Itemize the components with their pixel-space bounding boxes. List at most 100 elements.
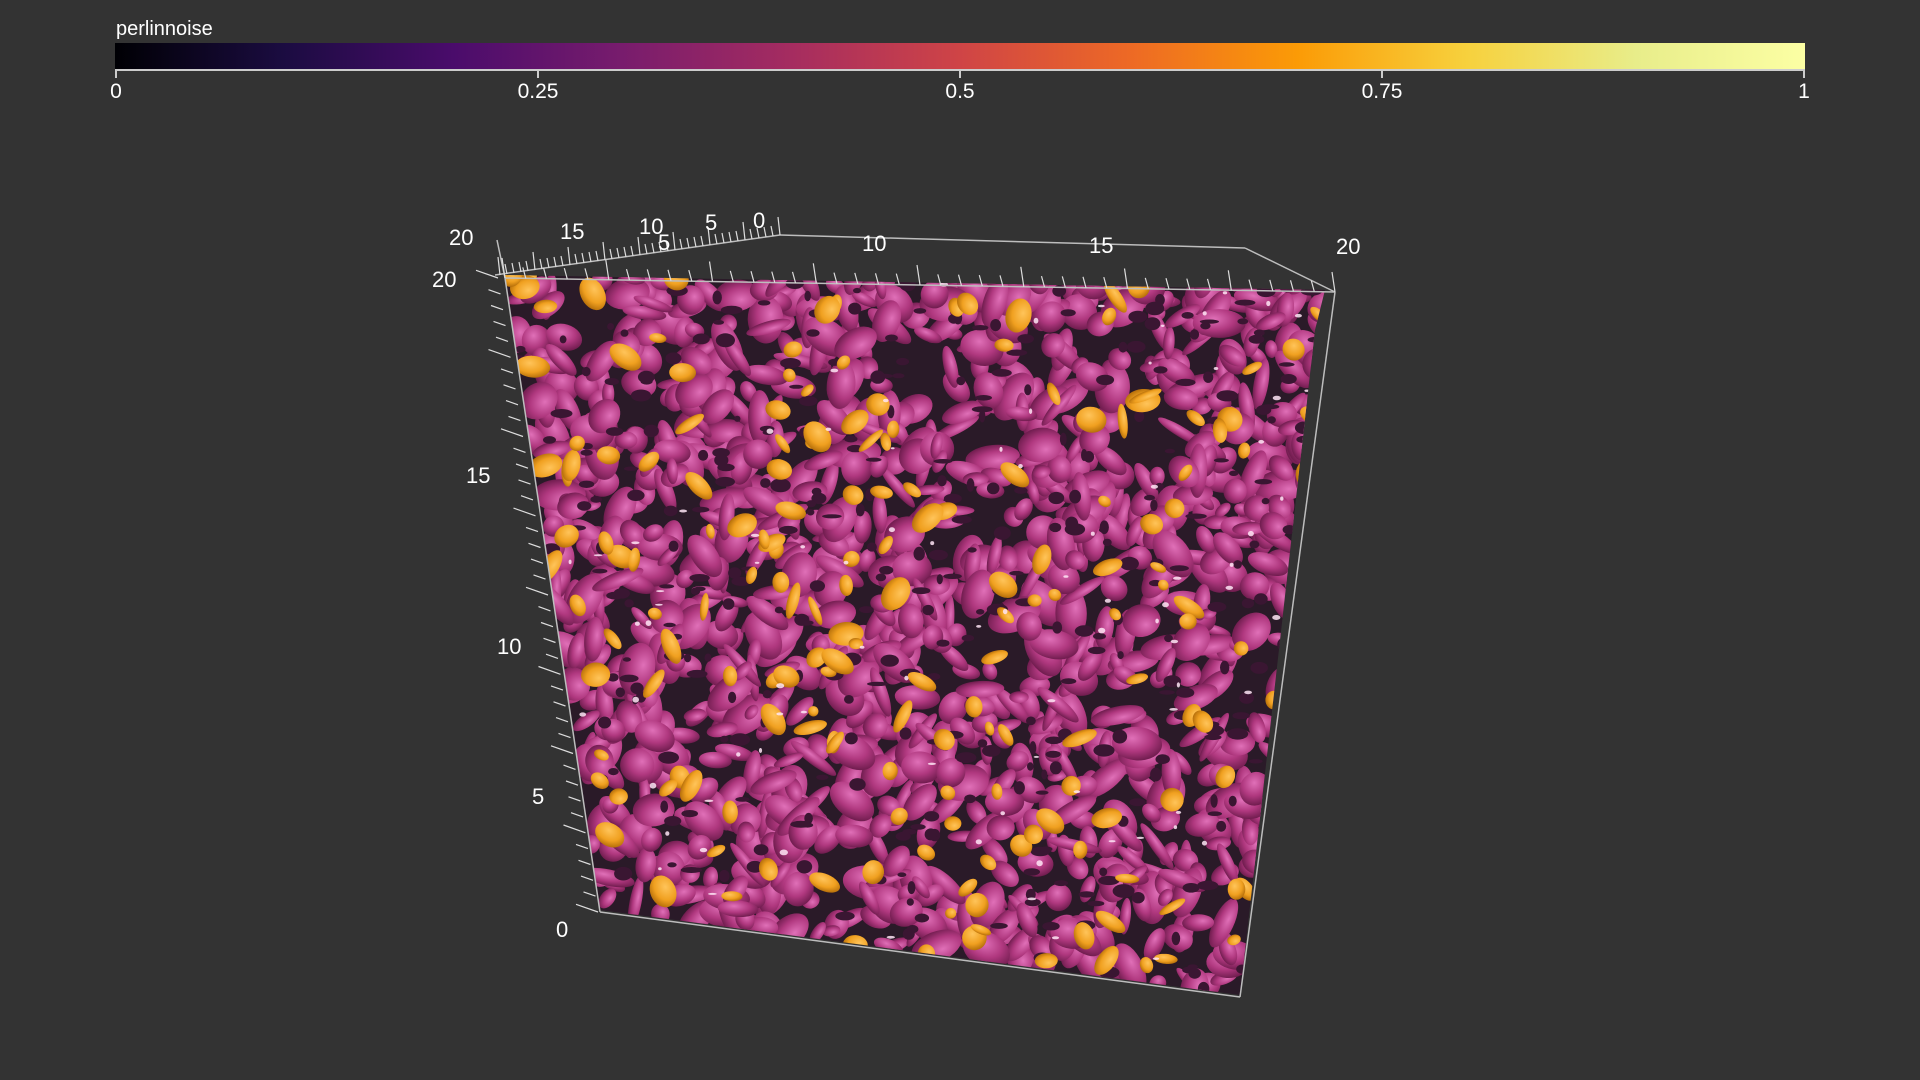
- axis-tick: [644, 243, 648, 255]
- isosurface-gap: [760, 478, 771, 488]
- isosurface-gap: [728, 691, 737, 704]
- isosurface-blob: [966, 799, 987, 825]
- isosurface-blob: [643, 524, 664, 542]
- y-axis-label-10: 10: [639, 214, 663, 239]
- isosurface-gap: [658, 751, 679, 764]
- isosurface-blob: [1185, 812, 1220, 837]
- isosurface-blob-secondary: [1036, 808, 1065, 834]
- isosurface-gap: [1117, 651, 1124, 660]
- isosurface-blob: [1041, 384, 1077, 426]
- isosurface-blob-secondary: [515, 355, 551, 378]
- isosurface-gap: [774, 606, 784, 614]
- isosurface-gap: [895, 831, 911, 841]
- isosurface-blob-secondary: [727, 513, 757, 538]
- specular-highlight: [1225, 585, 1234, 590]
- isosurface-blob: [620, 748, 655, 783]
- isosurface-gap: [844, 435, 858, 443]
- axis-tick: [574, 253, 578, 265]
- axis-tick: [728, 231, 732, 243]
- isosurface-blob-secondary: [745, 566, 758, 585]
- axis-tick: [546, 257, 550, 269]
- isosurface-gap: [816, 774, 829, 780]
- isosurface-blob-secondary: [803, 421, 832, 453]
- isosurface-blob-secondary: [878, 535, 893, 555]
- isosurface-blob: [706, 721, 738, 738]
- y-axis-label-20: 20: [449, 225, 473, 250]
- specular-highlight: [1160, 324, 1165, 327]
- isosurface-blob-secondary: [1314, 340, 1325, 362]
- isosurface-blob: [1213, 532, 1243, 566]
- isosurface-blob: [753, 584, 800, 600]
- z-axis-label-5: 5: [532, 784, 544, 809]
- isosurface-gap: [1182, 883, 1200, 893]
- isosurface-blob: [1252, 358, 1270, 410]
- specular-highlight: [776, 683, 785, 689]
- isosurface-gap: [910, 824, 926, 830]
- isosurface-gap: [1129, 798, 1146, 807]
- isosurface-blob-secondary: [773, 665, 800, 688]
- isosurface-blob: [1142, 803, 1161, 823]
- isosurface-gap: [665, 352, 682, 365]
- isosurface-blob: [1182, 914, 1215, 932]
- isosurface-gap: [1280, 374, 1297, 384]
- isosurface-gap: [892, 373, 905, 379]
- isosurface-gap: [1239, 692, 1254, 704]
- specular-highlight: [1258, 439, 1265, 444]
- axis-tick: [763, 226, 767, 238]
- isosurface-gap: [1131, 892, 1145, 904]
- specular-highlight: [704, 799, 714, 802]
- isosurface-gap: [627, 489, 645, 501]
- isosurface-blob: [1122, 604, 1161, 637]
- y-axis-label-5: 5: [705, 210, 717, 235]
- isosurface-gap: [1261, 497, 1270, 505]
- specular-highlight: [976, 625, 982, 628]
- isosurface-blob: [653, 439, 691, 464]
- isosurface-blob: [744, 704, 759, 720]
- axis-tick: [770, 225, 774, 237]
- isosurface-gap: [1027, 762, 1034, 771]
- specular-highlight: [1097, 304, 1105, 308]
- isosurface-blob: [1041, 333, 1065, 358]
- isosurface-blob: [1037, 687, 1079, 723]
- isosurface-blob: [743, 439, 773, 469]
- isosurface-blob-secondary: [1046, 382, 1061, 406]
- isosurface-blob-secondary: [760, 703, 786, 736]
- specular-highlight: [656, 590, 665, 593]
- isosurface-blob: [982, 662, 998, 680]
- axis-tick: [742, 221, 746, 241]
- axis-tick: [1040, 275, 1046, 288]
- isosurface-blob-secondary: [841, 409, 869, 435]
- isosurface-blob-secondary: [1178, 464, 1193, 481]
- specular-highlight: [1276, 281, 1284, 286]
- axis-tick: [707, 226, 711, 246]
- isosurface-blob-secondary: [866, 393, 890, 416]
- isosurface-blob: [834, 326, 877, 361]
- specular-highlight: [779, 849, 788, 856]
- axis-tick: [563, 824, 586, 834]
- specular-highlight: [632, 696, 639, 703]
- isosurface-gap: [689, 574, 710, 582]
- isosurface-blob-secondary: [858, 429, 883, 452]
- isosurface-blob: [870, 667, 892, 717]
- isosurface-blob-secondary: [842, 485, 864, 505]
- isosurface-gap: [713, 320, 725, 325]
- isosurface-blob-secondary: [957, 292, 979, 315]
- isosurface-gap: [922, 604, 934, 616]
- isosurface-blob-secondary: [1227, 934, 1241, 946]
- specular-highlight: [679, 509, 688, 513]
- isosurface-blob: [1045, 883, 1072, 912]
- isosurface-blob: [585, 340, 618, 382]
- specular-highlight: [1176, 682, 1180, 688]
- specular-highlight: [1018, 464, 1023, 469]
- isosurface-blob: [1035, 301, 1067, 333]
- isosurface-gap: [914, 913, 930, 923]
- colorbar-tick: [1381, 70, 1383, 78]
- isosurface-blob-secondary: [766, 459, 793, 480]
- isosurface-gap: [664, 816, 682, 826]
- isosurface-gap: [806, 500, 816, 508]
- isosurface-blob-secondary: [528, 453, 563, 478]
- isosurface-blob: [790, 740, 837, 776]
- isosurface-gap: [964, 794, 976, 804]
